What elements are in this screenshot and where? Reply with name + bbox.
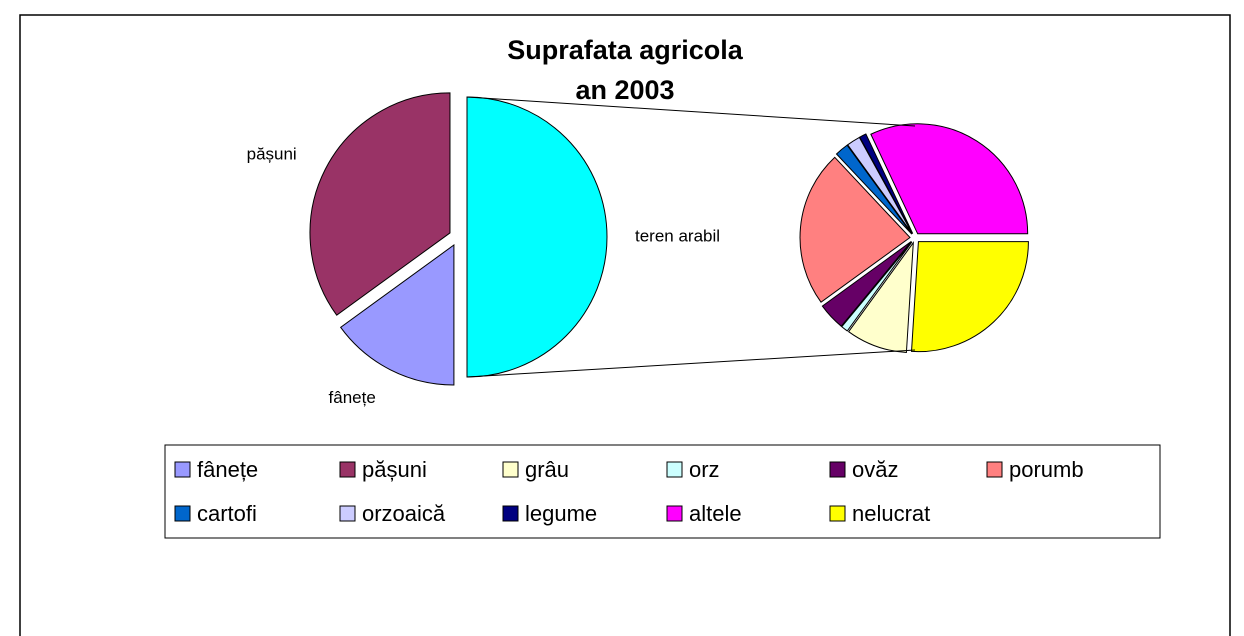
legend-swatch [666, 505, 683, 522]
chart-title: an 2003 [575, 75, 674, 105]
legend-swatch [174, 461, 191, 478]
data-label: pășuni [247, 144, 297, 163]
legend-swatch [174, 505, 191, 522]
legend-label: fânețe [197, 457, 258, 482]
pie-slice [309, 92, 451, 316]
legend-label: pășuni [362, 457, 427, 482]
legend-label: altele [689, 501, 742, 526]
legend-label: cartofi [197, 501, 257, 526]
legend-swatch [339, 505, 356, 522]
legend-label: orzoaică [362, 501, 446, 526]
pie-slice [910, 241, 1029, 353]
legend-label: ovăz [852, 457, 898, 482]
legend-swatch [502, 461, 519, 478]
legend-label: orz [689, 457, 720, 482]
connector-line [466, 349, 916, 378]
legend-swatch [829, 505, 846, 522]
chart-border [19, 14, 1231, 636]
pie-slice [835, 144, 913, 235]
pie-slice [859, 133, 914, 234]
legend-label: porumb [1009, 457, 1084, 482]
legend-label: grâu [525, 457, 569, 482]
pie-slice [821, 241, 912, 327]
legend-swatch [666, 461, 683, 478]
legend-swatch [502, 505, 519, 522]
legend-label: legume [525, 501, 597, 526]
pie-slice [339, 244, 455, 386]
legend-label: nelucrat [852, 501, 930, 526]
connector-line [466, 96, 916, 127]
legend-swatch [829, 461, 846, 478]
legend-swatch [339, 461, 356, 478]
pie-slice [799, 156, 911, 303]
pie-slice [841, 241, 913, 332]
legend-box [164, 444, 1161, 539]
pie-slice [466, 96, 608, 378]
pie-slice [847, 241, 914, 354]
legend-swatch [986, 461, 1003, 478]
data-label: fânețe [329, 388, 376, 407]
data-label: teren arabil [635, 226, 720, 245]
chart-title: Suprafata agricola [507, 35, 744, 65]
pie-slice [870, 123, 1029, 235]
